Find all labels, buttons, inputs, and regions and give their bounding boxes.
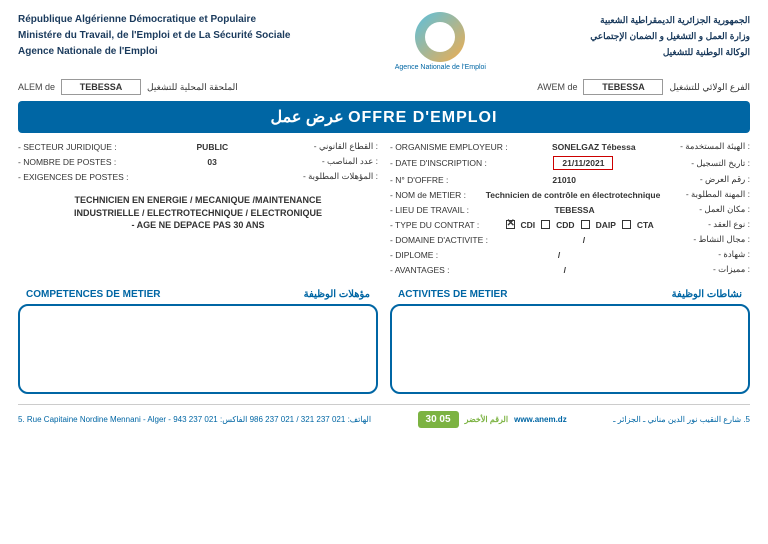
alem-label: ALEM de <box>18 82 55 92</box>
awem-ar: الفرع الولائي للتشغيل <box>669 82 750 93</box>
location-row: ALEM de TEBESSA الملحقة المحلية للتشغيل … <box>18 79 750 95</box>
footer-addr-ar: 5. شارع النقيب نور الدين مناني ـ الجزائر… <box>613 415 750 424</box>
num-value: 21010 <box>509 175 619 185</box>
dip-label: - DIPLOME : <box>390 250 438 260</box>
secteur-label: - SECTEUR JURIDIQUE : <box>18 142 117 152</box>
org-ar: : الهيئة المستخدمة - <box>680 141 750 152</box>
exig-ar: : المؤهلات المطلوبة - <box>303 171 378 182</box>
dip-value: / <box>504 250 614 260</box>
org-label: - ORGANISME EMPLOYEUR : <box>390 142 508 152</box>
date-ar: : تاريخ التسجيل - <box>680 158 750 169</box>
req1: TECHNICIEN EN ENERGIE / MECANIQUE /MAINT… <box>18 194 378 207</box>
ar-line1: الجمهورية الجزائرية الديمقراطية الشعبية <box>590 12 750 28</box>
num-label: - N° D'OFFRE : <box>390 175 448 185</box>
ar-line2: وزارة العمل و التشغيل و الضمان الإجتماعي <box>590 28 750 44</box>
org-value: SONELGAZ Tébessa <box>539 142 649 152</box>
right-column: - ORGANISME EMPLOYEUR : SONELGAZ Tébessa:… <box>390 141 750 279</box>
postes-value: 03 <box>157 157 267 167</box>
date-label: - DATE D'INSCRIPTION : <box>390 158 487 168</box>
header-ar: الجمهورية الجزائرية الديمقراطية الشعبية … <box>590 12 750 61</box>
lieu-label: - LIEU DE TRAVAIL : <box>390 205 469 215</box>
contrat-ar: : نوع العقد - <box>680 219 750 230</box>
cb-cta <box>622 220 631 229</box>
dip-ar: : شهادة - <box>680 249 750 260</box>
fr-line2: Ministére du Travail, de l'Emploi et de … <box>18 28 290 44</box>
cb-cdi <box>506 220 515 229</box>
contract-checkboxes: CDI CDD DAIP CTA <box>506 220 654 230</box>
act-fr: ACTIVITES DE METIER <box>398 289 507 300</box>
dom-label: - DOMAINE D'ACTIVITE : <box>390 235 488 245</box>
comp-fr: COMPETENCES DE METIER <box>26 289 160 300</box>
av-value: / <box>510 265 620 275</box>
website: www.anem.dz <box>514 415 567 424</box>
secteur-value: PUBLIC <box>157 142 267 152</box>
alem-ar: الملحقة المحلية للتشغيل <box>147 82 238 93</box>
awem-value: TEBESSA <box>583 79 663 95</box>
act-ar: نشاطات الوظيفة <box>672 289 742 300</box>
lieu-ar: : مكان العمل - <box>680 204 750 215</box>
ar-line3: الوكالة الوطنية للتشغيل <box>590 44 750 60</box>
logo-block: Agence Nationale de l'Emploi <box>395 12 486 71</box>
awem-label: AWEM de <box>537 82 577 92</box>
cb-cdd <box>541 220 550 229</box>
cb-daip <box>581 220 590 229</box>
exig-label: - EXIGENCES DE POSTES : <box>18 172 129 182</box>
metier-ar: : المهنة المطلوبة - <box>680 189 750 200</box>
comp-ar: مؤهلات الوظيفة <box>304 289 370 300</box>
competences-box <box>18 304 378 394</box>
dom-ar: : مجال النشاط - <box>680 234 750 245</box>
requirements: TECHNICIEN EN ENERGIE / MECANIQUE /MAINT… <box>18 194 378 232</box>
req3: - AGE NE DEPACE PAS 30 ANS <box>18 219 378 232</box>
fr-line1: République Algérienne Démocratique et Po… <box>18 12 290 28</box>
anem-logo-icon <box>415 12 465 62</box>
footer: 5. Rue Capitaine Nordine Mennani - Alger… <box>18 404 750 428</box>
secteur-ar: : القطاع القانوني - <box>308 141 378 152</box>
metier-label: - NOM de METIER : <box>390 190 466 200</box>
left-column: - SECTEUR JURIDIQUE : PUBLIC : القطاع القا… <box>18 141 378 279</box>
postes-ar: : عدد المناصب - <box>308 156 378 167</box>
green-number-badge: 30 05 <box>418 411 459 428</box>
dom-value: / <box>529 235 639 245</box>
header: République Algérienne Démocratique et Po… <box>18 12 750 71</box>
postes-label: - NOMBRE DE POSTES : <box>18 157 116 167</box>
fr-line3: Agence Nationale de l'Emploi <box>18 44 290 60</box>
lieu-value: TEBESSA <box>520 205 630 215</box>
av-ar: : مميزات - <box>680 264 750 275</box>
badge-label: الرقم الأخضر <box>465 415 509 424</box>
req2: INDUSTRIELLE / ELECTROTECHNIQUE / ELECTR… <box>18 207 378 220</box>
metier-value: Technicien de contrôle en électrotechniq… <box>486 190 661 200</box>
footer-addr-fr: 5. Rue Capitaine Nordine Mennani - Alger… <box>18 415 371 424</box>
header-fr: République Algérienne Démocratique et Po… <box>18 12 290 60</box>
title-bar: عرض عمل OFFRE D'EMPLOI <box>18 101 750 133</box>
agency-sub: Agence Nationale de l'Emploi <box>395 64 486 71</box>
alem-value: TEBESSA <box>61 79 141 95</box>
av-label: - AVANTAGES : <box>390 265 450 275</box>
activites-box <box>390 304 750 394</box>
date-value: 21/11/2021 <box>553 156 613 170</box>
num-ar: : رقم العرض - <box>680 174 750 185</box>
contrat-label: - TYPE DU CONTRAT : <box>390 220 479 230</box>
